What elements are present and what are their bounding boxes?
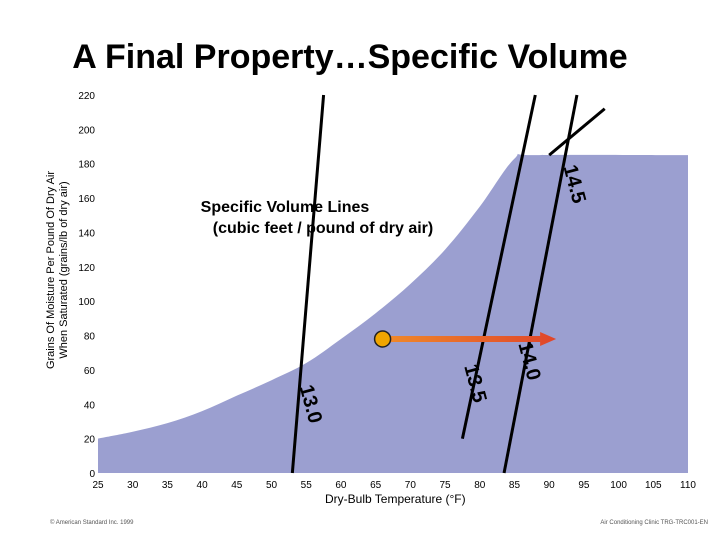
x-tick-label-5: 50	[266, 480, 278, 491]
annotation-line-1: Specific Volume Lines	[201, 199, 370, 216]
y-tick-label-7: 140	[78, 228, 95, 239]
annotation-layer: Specific Volume Lines (cubic feet / pound…	[201, 199, 557, 348]
y-tick-label-1: 20	[84, 435, 96, 446]
y-tick-label-10: 200	[78, 125, 95, 136]
ticks-layer: 0 20 40 60 80 100 120 140 160 180 200 220 25 30 35 40 45…	[78, 91, 696, 491]
x-tick-label-3: 40	[197, 480, 209, 491]
y-tick-label-0: 0	[89, 469, 95, 480]
x-tick-label-1: 30	[127, 480, 139, 491]
x-tick-label-4: 45	[231, 480, 243, 491]
saturation-area	[98, 153, 688, 473]
x-tick-label-10: 75	[439, 480, 451, 491]
x-tick-label-11: 80	[474, 480, 486, 491]
y-tick-label-11: 220	[78, 91, 95, 102]
x-tick-label-13: 90	[544, 480, 556, 491]
specific-volume-line-1	[460, 94, 537, 439]
y-tick-label-8: 160	[78, 194, 95, 205]
specific-volume-line-0	[290, 94, 326, 474]
footer-course: Air Conditioning Clinic TRG-TRC001-EN	[600, 520, 708, 526]
y-tick-label-2: 40	[84, 400, 96, 411]
y-tick-label-4: 80	[84, 332, 96, 343]
x-tick-label-7: 60	[335, 480, 347, 491]
x-tick-label-14: 95	[578, 480, 590, 491]
saturation-area-layer	[98, 153, 688, 473]
x-tick-label-17: 110	[680, 480, 696, 491]
x-tick-label-12: 85	[509, 480, 521, 491]
x-tick-label-2: 35	[162, 480, 174, 491]
x-tick-label-0: 25	[92, 480, 104, 491]
annotation-line-2: (cubic feet / pound of dry air)	[213, 220, 433, 237]
footer-copyright: © American Standard Inc. 1999	[50, 520, 134, 526]
y-tick-label-9: 180	[78, 160, 95, 171]
y-tick-label-3: 60	[84, 366, 96, 377]
x-axis-label: Dry-Bulb Temperature (°F)	[325, 492, 466, 506]
x-tick-label-8: 65	[370, 480, 382, 491]
x-tick-label-15: 100	[610, 480, 627, 491]
x-tick-label-16: 105	[645, 480, 662, 491]
process-arrow	[382, 331, 557, 346]
specific-volume-line-2	[502, 94, 579, 474]
x-tick-label-6: 55	[301, 480, 313, 491]
slide-title: A Final Property…Specific Volume	[72, 38, 628, 76]
state-point	[373, 330, 392, 348]
specific-volume-line-3	[548, 107, 606, 157]
x-tick-label-9: 70	[405, 480, 417, 491]
y-tick-label-6: 120	[78, 263, 95, 274]
y-tick-label-5: 100	[78, 297, 95, 308]
